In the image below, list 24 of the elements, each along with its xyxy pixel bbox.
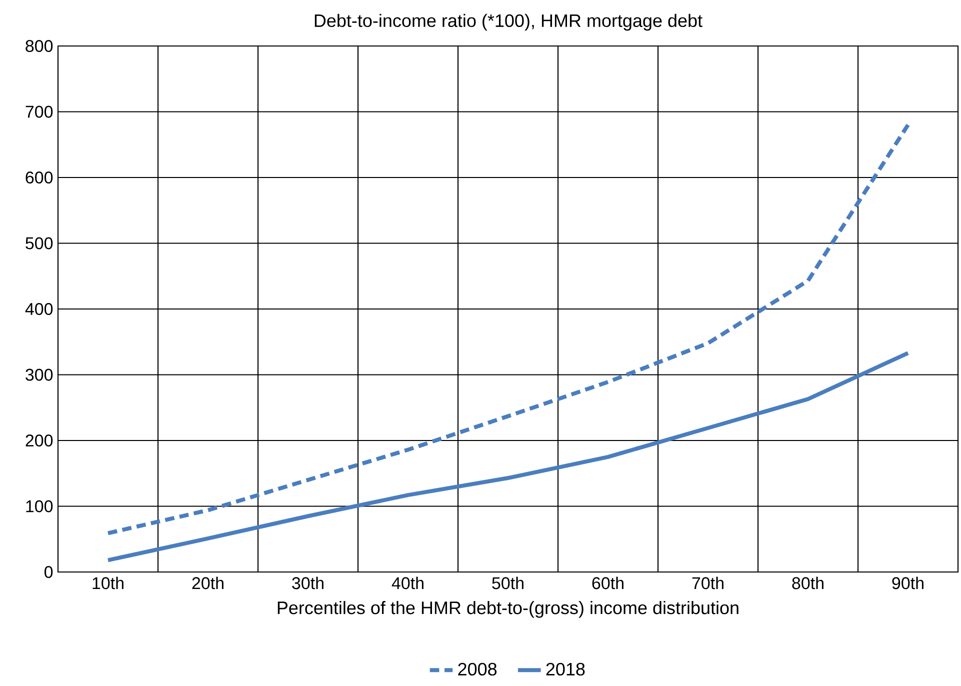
y-tick-label: 0	[44, 566, 53, 578]
x-tick-label: 40th	[392, 576, 424, 590]
y-tick-label: 200	[26, 434, 53, 447]
y-tick-label: 300	[26, 368, 53, 381]
x-tick-label: 60th	[592, 576, 624, 590]
x-tick-label: 80th	[792, 576, 824, 590]
y-tick-label: 400	[25, 302, 53, 316]
line-series	[106, 122, 910, 536]
y-tick-label: 600	[26, 171, 53, 184]
legend-label: 2008	[458, 662, 497, 676]
y-tick-label: 500	[26, 237, 53, 250]
x-tick-label: 20th	[192, 576, 224, 590]
line-series	[106, 351, 910, 562]
legend-label: 2018	[546, 662, 585, 676]
y-tick-label: 700	[26, 106, 53, 118]
chart-title: Debt-to-income ratio (*100), HMR mortgage debt	[314, 14, 702, 31]
x-axis-title: Percentiles of the HMR debt-to-(gross) income distribution	[278, 601, 738, 618]
x-tick-label: 10th	[92, 576, 124, 590]
x-tick-label: 70th	[692, 576, 724, 590]
y-tick-label: 800	[26, 40, 53, 52]
y-tick-label: 100	[26, 500, 53, 512]
x-tick-label: 90th	[892, 576, 924, 590]
x-tick-label: 30th	[292, 576, 324, 590]
x-tick-label: 50th	[492, 576, 524, 590]
